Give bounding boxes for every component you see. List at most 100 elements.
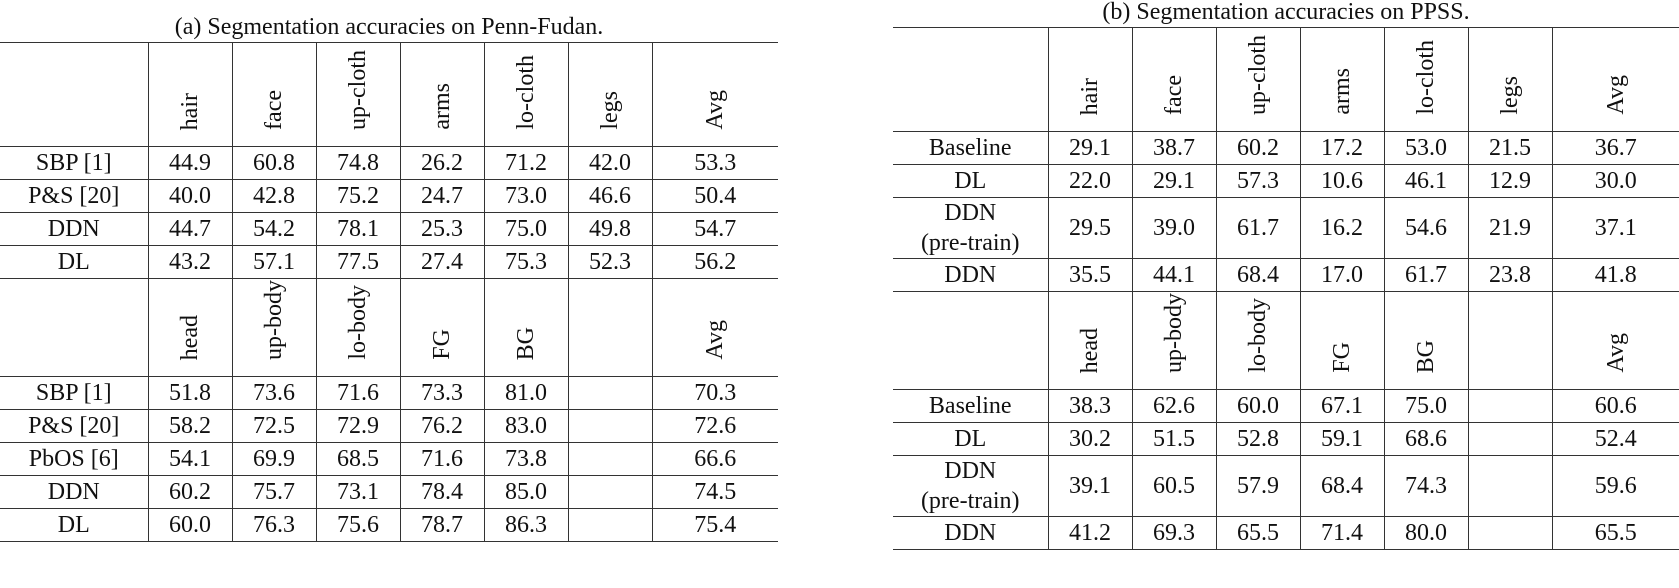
cell: 44.7 xyxy=(147,212,232,246)
header-row: hair face up-cloth arms lo-cloth legs Avg xyxy=(893,27,1679,132)
row-label: DDN (pre-train) xyxy=(893,197,1048,259)
header-cell: up-cloth xyxy=(1215,27,1300,132)
cell: 73.1 xyxy=(315,475,400,509)
cell: 57.9 xyxy=(1215,455,1300,517)
cell: 29.1 xyxy=(1047,131,1132,165)
header-cell: lo-cloth xyxy=(483,42,568,147)
cell: 69.3 xyxy=(1131,516,1216,550)
header-cell: lo-body xyxy=(315,278,400,377)
cell: 77.5 xyxy=(315,245,400,279)
cell: 56.2 xyxy=(651,245,778,279)
cell: 21.5 xyxy=(1467,131,1552,165)
cell: 72.5 xyxy=(231,409,316,443)
cell: 65.5 xyxy=(1215,516,1300,550)
cell: 43.2 xyxy=(147,245,232,279)
header-text: hair xyxy=(177,92,203,130)
cell xyxy=(567,475,652,509)
data-row: DDN 35.5 44.1 68.4 17.0 61.7 23.8 41.8 xyxy=(893,258,1679,292)
cell: 86.3 xyxy=(483,508,568,542)
row-label: PbOS [6] xyxy=(0,442,148,476)
data-row: SBP [1] 44.9 60.8 74.8 26.2 71.2 42.0 53.3 xyxy=(0,146,778,180)
cell: 38.7 xyxy=(1131,131,1216,165)
cell: 68.4 xyxy=(1299,455,1384,517)
cell: 44.9 xyxy=(147,146,232,180)
cell: 61.7 xyxy=(1215,197,1300,259)
cell: 71.6 xyxy=(315,376,400,410)
table-panel: (b) Segmentation accuracies on PPSS. hair… xyxy=(893,0,1679,550)
header-cell: arms xyxy=(1299,27,1384,132)
cell: 67.1 xyxy=(1299,389,1384,423)
header-text: up-cloth xyxy=(345,50,371,130)
cell: 22.0 xyxy=(1047,164,1132,198)
cell: 44.1 xyxy=(1131,258,1216,292)
cell: 30.2 xyxy=(1047,422,1132,456)
header-row: head up-body lo-body FG BG Avg xyxy=(0,278,778,377)
cell: 81.0 xyxy=(483,376,568,410)
cell: 76.3 xyxy=(231,508,316,542)
table: hair face up-cloth arms lo-cloth legs Avg SBP [… xyxy=(0,42,778,542)
header-text: face xyxy=(261,90,287,130)
cell: 59.1 xyxy=(1299,422,1384,456)
header-cell xyxy=(893,27,1048,132)
cell: 73.8 xyxy=(483,442,568,476)
header-text: up-body xyxy=(1161,293,1187,373)
header-cell: face xyxy=(1131,27,1216,132)
header-text: arms xyxy=(1329,68,1355,115)
cell xyxy=(567,442,652,476)
data-row: PbOS [6] 54.1 69.9 68.5 71.6 73.8 66.6 xyxy=(0,442,778,476)
header-text: lo-body xyxy=(1245,298,1271,373)
cell: 16.2 xyxy=(1299,197,1384,259)
header-text: Avg xyxy=(1602,75,1629,115)
row-label: DL xyxy=(0,245,148,279)
cell xyxy=(1467,389,1552,423)
header-cell: head xyxy=(1047,291,1132,390)
header-cell: Avg xyxy=(651,278,778,377)
header-cell: BG xyxy=(1383,291,1468,390)
row-label: P&S [20] xyxy=(0,409,148,443)
row-label: DL xyxy=(893,422,1048,456)
cell: 78.1 xyxy=(315,212,400,246)
cell: 60.0 xyxy=(1215,389,1300,423)
cell: 17.0 xyxy=(1299,258,1384,292)
cell: 83.0 xyxy=(483,409,568,443)
header-cell: FG xyxy=(399,278,484,377)
data-row: DDN 41.2 69.3 65.5 71.4 80.0 65.5 xyxy=(893,516,1679,550)
cell: 36.7 xyxy=(1551,131,1679,165)
cell: 17.2 xyxy=(1299,131,1384,165)
header-cell: arms xyxy=(399,42,484,147)
cell xyxy=(567,409,652,443)
data-row: DDN 44.7 54.2 78.1 25.3 75.0 49.8 54.7 xyxy=(0,212,778,246)
cell: 85.0 xyxy=(483,475,568,509)
header-text: Avg xyxy=(702,320,729,360)
header-cell: up-cloth xyxy=(315,42,400,147)
cell xyxy=(567,376,652,410)
cell: 69.9 xyxy=(231,442,316,476)
header-row: hair face up-cloth arms lo-cloth legs Avg xyxy=(0,42,778,147)
data-row: DL 30.2 51.5 52.8 59.1 68.6 52.4 xyxy=(893,422,1679,456)
cell: 61.7 xyxy=(1383,258,1468,292)
header-row: head up-body lo-body FG BG Avg xyxy=(893,291,1679,390)
header-text: arms xyxy=(429,83,455,130)
cell: 54.2 xyxy=(231,212,316,246)
header-cell xyxy=(0,42,148,147)
header-text: lo-cloth xyxy=(513,55,539,130)
cell: 41.2 xyxy=(1047,516,1132,550)
row-label: Baseline xyxy=(893,131,1048,165)
cell: 71.2 xyxy=(483,146,568,180)
header-cell: BG xyxy=(483,278,568,377)
cell: 78.4 xyxy=(399,475,484,509)
cell: 75.4 xyxy=(651,508,778,542)
cell: 71.6 xyxy=(399,442,484,476)
cell: 57.3 xyxy=(1215,164,1300,198)
cell: 75.3 xyxy=(483,245,568,279)
cell: 65.5 xyxy=(1551,516,1679,550)
cell: 49.8 xyxy=(567,212,652,246)
header-cell: legs xyxy=(1467,27,1552,132)
header-cell: Avg xyxy=(1551,27,1679,132)
cell: 52.3 xyxy=(567,245,652,279)
header-cell: hair xyxy=(1047,27,1132,132)
cell: 80.0 xyxy=(1383,516,1468,550)
data-row: DL 43.2 57.1 77.5 27.4 75.3 52.3 56.2 xyxy=(0,245,778,279)
cell: 66.6 xyxy=(651,442,778,476)
